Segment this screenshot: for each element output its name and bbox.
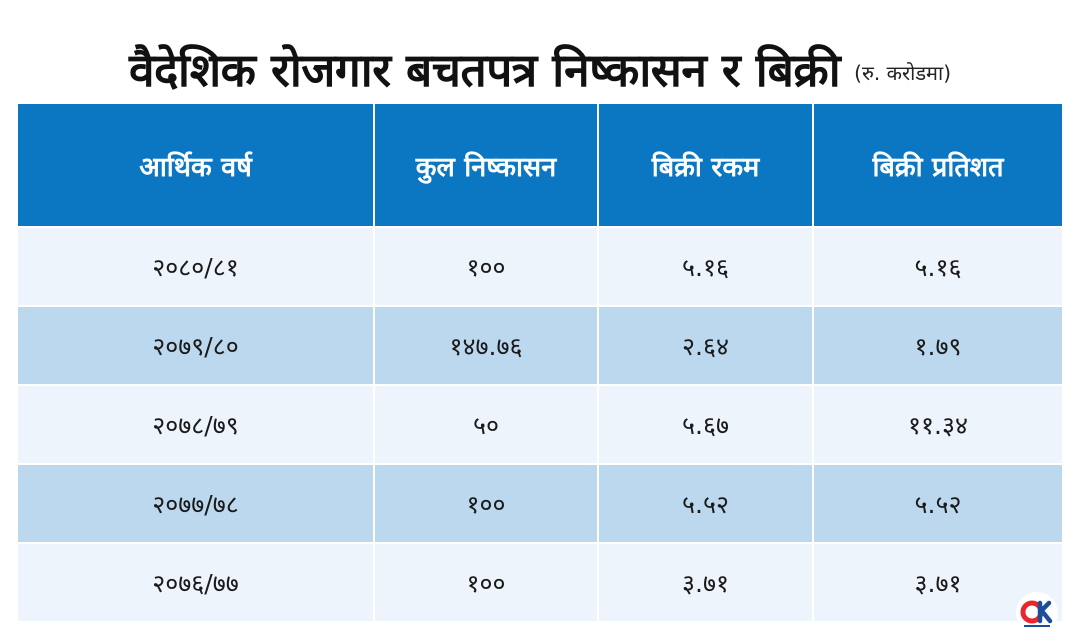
table-row: २०७६/७७ १०० ३.७१ ३.७१ (18, 542, 1062, 621)
title-row: वैदेशिक रोजगार बचतपत्र निष्कासन र बिक्री… (0, 18, 1080, 96)
cell-sales-amount: २.६४ (597, 305, 812, 384)
logo-mark (1020, 600, 1053, 627)
cell-sales-percent: ५.१६ (812, 226, 1062, 305)
cell-total-issued: ५० (373, 384, 597, 463)
data-table: आर्थिक वर्ष कुल निष्कासन बिक्री रकम बिक्… (18, 104, 1062, 621)
cell-fiscal-year: २०७९/८० (18, 305, 373, 384)
column-header-total-issued: कुल निष्कासन (373, 104, 597, 226)
cell-sales-amount: ५.१६ (597, 226, 812, 305)
cell-total-issued: १०० (373, 542, 597, 621)
cell-sales-amount: ५.६७ (597, 384, 812, 463)
cell-total-issued: १०० (373, 226, 597, 305)
cell-fiscal-year: २०७८/७९ (18, 384, 373, 463)
table-header-row: आर्थिक वर्ष कुल निष्कासन बिक्री रकम बिक्… (18, 104, 1062, 226)
table-row: २०८०/८१ १०० ५.१६ ५.१६ (18, 226, 1062, 305)
unit-label: (रु. करोडमा) (854, 61, 951, 85)
column-header-sales-percent: बिक्री प्रतिशत (812, 104, 1062, 226)
cell-sales-percent: ५.५२ (812, 463, 1062, 542)
table-row: २०७७/७८ १०० ५.५२ ५.५२ (18, 463, 1062, 542)
cell-total-issued: १०० (373, 463, 597, 542)
cell-fiscal-year: २०८०/८१ (18, 226, 373, 305)
cell-fiscal-year: २०७७/७८ (18, 463, 373, 542)
cell-sales-percent: ३.७१ (812, 542, 1062, 621)
column-header-sales-amount: बिक्री रकम (597, 104, 812, 226)
column-header-fiscal-year: आर्थिक वर्ष (18, 104, 373, 226)
onlinekhabar-logo-icon (1016, 592, 1058, 634)
cell-sales-amount: ५.५२ (597, 463, 812, 542)
cell-sales-percent: ११.३४ (812, 384, 1062, 463)
cell-sales-percent: १.७९ (812, 305, 1062, 384)
table-row: २०७८/७९ ५० ५.६७ ११.३४ (18, 384, 1062, 463)
cell-total-issued: १४७.७६ (373, 305, 597, 384)
cell-sales-amount: ३.७१ (597, 542, 812, 621)
cell-fiscal-year: २०७६/७७ (18, 542, 373, 621)
page-title: वैदेशिक रोजगार बचतपत्र निष्कासन र बिक्री (128, 43, 841, 98)
table-row: २०७९/८० १४७.७६ २.६४ १.७९ (18, 305, 1062, 384)
